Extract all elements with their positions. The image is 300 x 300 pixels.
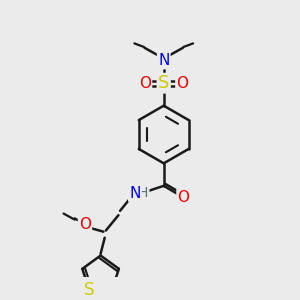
Text: O: O [178, 190, 190, 205]
Text: O: O [176, 76, 188, 91]
Text: O: O [79, 217, 91, 232]
Text: S: S [84, 281, 94, 299]
Text: H: H [138, 186, 148, 200]
Text: N: N [158, 53, 169, 68]
Text: O: O [139, 76, 151, 91]
Text: S: S [158, 74, 169, 92]
Text: N: N [129, 186, 141, 201]
